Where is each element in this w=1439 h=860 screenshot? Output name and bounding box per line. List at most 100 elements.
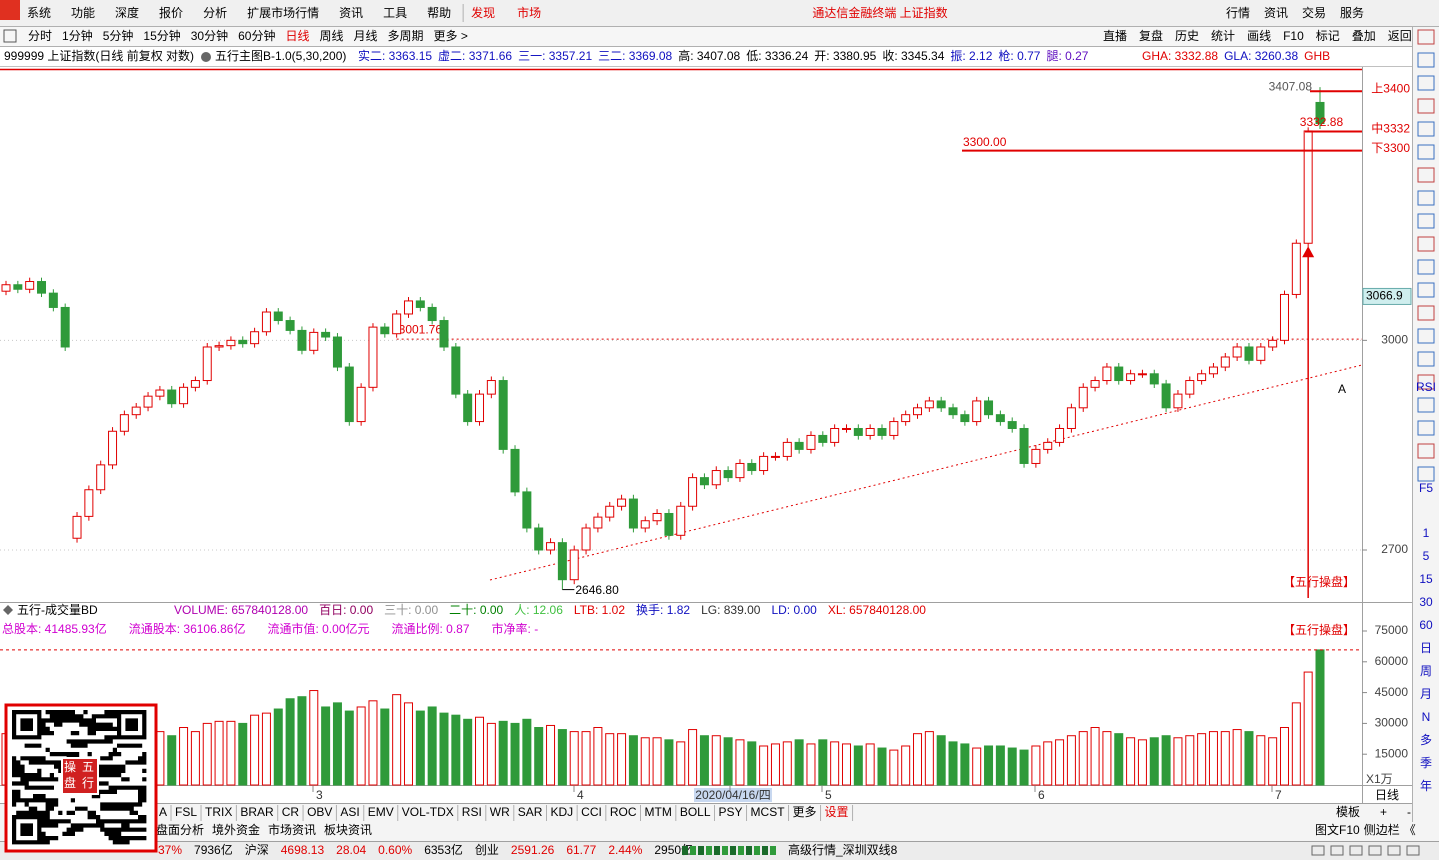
candle-body (1007, 421, 1017, 429)
sidebar-tool[interactable]: F5 (1419, 481, 1433, 495)
bottom-control[interactable]: 侧边栏 (1364, 822, 1400, 837)
status-icon (1387, 845, 1401, 856)
period-tab[interactable]: 5分钟 (103, 28, 134, 43)
indicator-tab[interactable]: CCI (581, 805, 602, 819)
sidebar-period[interactable]: 60 (1419, 618, 1433, 632)
period-tab[interactable]: 周线 (319, 29, 343, 43)
indicator-tab[interactable]: RSI (462, 805, 482, 819)
menu-item[interactable]: 报价 (159, 5, 183, 20)
bottom-tab[interactable]: 盘面分析 (156, 822, 204, 837)
period-tab[interactable]: 月线 (354, 29, 378, 43)
indicator-tab[interactable]: PSY (719, 805, 743, 819)
volume-bar (877, 747, 887, 786)
period-tab[interactable]: 多周期 (388, 29, 424, 43)
indicator-tab[interactable]: TRIX (205, 805, 232, 819)
period-tab[interactable]: 1分钟 (62, 28, 93, 43)
menu-item[interactable]: 工具 (383, 6, 407, 20)
sidebar-period[interactable]: 月 (1420, 687, 1432, 701)
indicator-tab[interactable]: OBV (307, 805, 332, 819)
sidebar-period[interactable]: 日 (1420, 641, 1432, 655)
tool-button[interactable]: F10 (1283, 29, 1304, 43)
menu-item[interactable]: 市场 (517, 5, 541, 20)
sidebar-period[interactable]: 多 (1420, 733, 1432, 747)
bottom-tab[interactable]: 板块资讯 (324, 823, 372, 837)
menu-item[interactable]: 扩展市场行情 (247, 5, 319, 20)
sidebar-period[interactable]: 年 (1420, 779, 1432, 793)
bottom-control[interactable]: 《 (1404, 823, 1416, 837)
tool-button[interactable]: 返回 (1388, 29, 1412, 43)
status-item: 2591.26 (511, 843, 555, 857)
volume-title: 五行-成交量BD (17, 602, 98, 617)
menu-item[interactable]: 行情 (1226, 6, 1250, 20)
tool-button[interactable]: 标记 (1316, 29, 1340, 43)
sidebar-period[interactable]: 30 (1419, 595, 1433, 609)
sidebar-tool[interactable]: RSI (1416, 380, 1436, 394)
volume-bar (913, 733, 923, 786)
indicator-tab[interactable]: FSL (175, 805, 197, 819)
bottom-control[interactable]: 图文F10 (1315, 822, 1360, 837)
indicator-tab[interactable]: 更多 (793, 805, 817, 819)
menu-item[interactable]: 资讯 (1264, 6, 1288, 20)
status-item: 37% (158, 843, 182, 857)
indicator-tab[interactable]: WR (490, 805, 510, 819)
menu-item[interactable]: 分析 (203, 6, 227, 20)
sidebar-period[interactable]: 季 (1420, 756, 1432, 770)
tool-button[interactable]: 画线 (1247, 29, 1271, 43)
indicator-control[interactable]: - (1407, 805, 1411, 819)
indicator-control[interactable]: 模板 (1336, 805, 1360, 819)
indicator-control[interactable]: + (1380, 805, 1387, 819)
indicator-tab[interactable]: EMV (368, 805, 394, 819)
menu-item[interactable]: 功能 (71, 6, 95, 20)
period-tab[interactable]: 日线 (285, 29, 309, 43)
indicator-tab[interactable]: ASI (340, 805, 359, 819)
menu-item[interactable]: 系统 (27, 6, 51, 20)
period-tab[interactable]: 分时 (28, 29, 52, 43)
tool-button[interactable]: 叠加 (1352, 29, 1376, 43)
indicator-bar (0, 804, 1412, 822)
menu-item[interactable]: 交易 (1302, 5, 1326, 20)
period-tab[interactable]: 60分钟 (238, 28, 275, 43)
indicator-icon (3, 605, 13, 615)
indicator-tab[interactable]: CR (282, 805, 300, 819)
candle-body (889, 421, 899, 436)
tool-button[interactable]: 历史 (1175, 29, 1199, 43)
indicator-tab[interactable]: ROC (610, 805, 637, 819)
period-tab[interactable]: 30分钟 (191, 28, 228, 43)
sidebar-period[interactable]: 1 (1423, 526, 1430, 540)
tool-button[interactable]: 统计 (1211, 29, 1235, 43)
volume-bar (1208, 731, 1218, 786)
indicator-tab[interactable]: BOLL (680, 805, 711, 819)
sidebar-period[interactable]: 15 (1419, 572, 1433, 586)
volume-bar (841, 743, 851, 786)
stat-item: 市净率: - (492, 621, 539, 636)
menu-item[interactable]: 发现 (471, 5, 495, 20)
menu-item[interactable]: 帮助 (427, 6, 451, 20)
indicator-tab[interactable]: BRAR (240, 805, 274, 819)
volume-bar (569, 731, 579, 786)
candle-body (1102, 366, 1112, 382)
period-tab[interactable]: 更多 > (434, 29, 468, 43)
menu-item[interactable]: 深度 (115, 5, 139, 20)
bottom-tab[interactable]: 境外资金 (212, 822, 260, 837)
sidebar-period[interactable]: N (1422, 710, 1431, 724)
bottom-tab[interactable]: 市场资讯 (268, 822, 316, 837)
x-label: 6 (1038, 788, 1045, 802)
tool-button[interactable]: 复盘 (1139, 28, 1163, 43)
menu-item[interactable]: 服务 (1340, 5, 1364, 20)
candle-body (403, 300, 413, 315)
indicator-tab[interactable]: SAR (518, 805, 543, 819)
indicator-tab[interactable]: KDJ (550, 805, 573, 819)
menu-item[interactable]: 资讯 (339, 6, 363, 20)
candle-body (179, 386, 189, 405)
sidebar-period[interactable]: 周 (1420, 664, 1432, 678)
indicator-tab[interactable]: MCST (751, 805, 786, 819)
tool-button[interactable]: 直播 (1103, 29, 1127, 43)
indicator-tab[interactable]: VOL-TDX (402, 805, 454, 819)
indicator-tab[interactable]: 设置 (825, 805, 849, 819)
period-tab[interactable]: 15分钟 (143, 28, 180, 43)
indicator-tab[interactable]: MTM (645, 805, 672, 819)
sidebar-period[interactable]: 5 (1423, 549, 1430, 563)
indicator-tab[interactable]: A (159, 805, 167, 819)
panel-icon (3, 29, 17, 43)
sidebar-icon (1417, 190, 1435, 206)
